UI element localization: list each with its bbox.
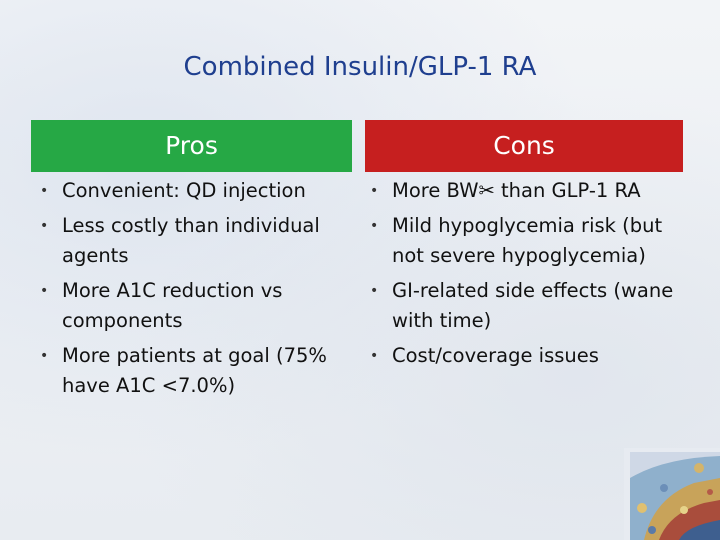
bullet-icon: • — [370, 183, 379, 199]
cons-item-text: More BW✂ than GLP-1 RA — [392, 179, 641, 202]
pros-list: • Convenient: QD injection • Less costly t… — [34, 176, 354, 406]
cons-list: • More BW✂ than GLP-1 RA • Mild hypoglycem… — [364, 176, 694, 376]
bullet-icon: • — [40, 283, 49, 299]
cons-item: • Cost/coverage issues — [364, 341, 694, 371]
pros-item-text: Convenient: QD injection — [62, 179, 306, 202]
decorative-mosaic-image — [624, 448, 720, 540]
pros-item: • Convenient: QD injection — [34, 176, 354, 206]
pros-item: • More A1C reduction vs components — [34, 276, 354, 336]
bullet-icon: • — [370, 218, 379, 234]
bullet-icon: • — [40, 218, 49, 234]
cons-header: Cons — [365, 120, 683, 172]
cons-item-text: Cost/coverage issues — [392, 344, 599, 367]
cons-item-text: Mild hypoglycemia risk (but not severe h… — [392, 214, 663, 267]
bullet-icon: • — [370, 283, 379, 299]
pros-item: • More patients at goal (75% have A1C <7.… — [34, 341, 354, 401]
cons-item-text: GI-related side effects (wane with time) — [392, 279, 674, 332]
bullet-icon: • — [370, 348, 379, 364]
bullet-icon: • — [40, 348, 49, 364]
cons-item: • More BW✂ than GLP-1 RA — [364, 176, 694, 206]
cons-item: • GI-related side effects (wane with time… — [364, 276, 694, 336]
pros-item: • Less costly than individual agents — [34, 211, 354, 271]
pros-item-text: Less costly than individual agents — [62, 214, 320, 267]
slide-title: Combined Insulin/GLP-1 RA — [183, 52, 537, 82]
cons-item: • Mild hypoglycemia risk (but not severe … — [364, 211, 694, 271]
pros-header: Pros — [31, 120, 352, 172]
bullet-icon: • — [40, 183, 49, 199]
pros-item-text: More patients at goal (75% have A1C <7.0… — [62, 344, 327, 397]
pros-item-text: More A1C reduction vs components — [62, 279, 283, 332]
